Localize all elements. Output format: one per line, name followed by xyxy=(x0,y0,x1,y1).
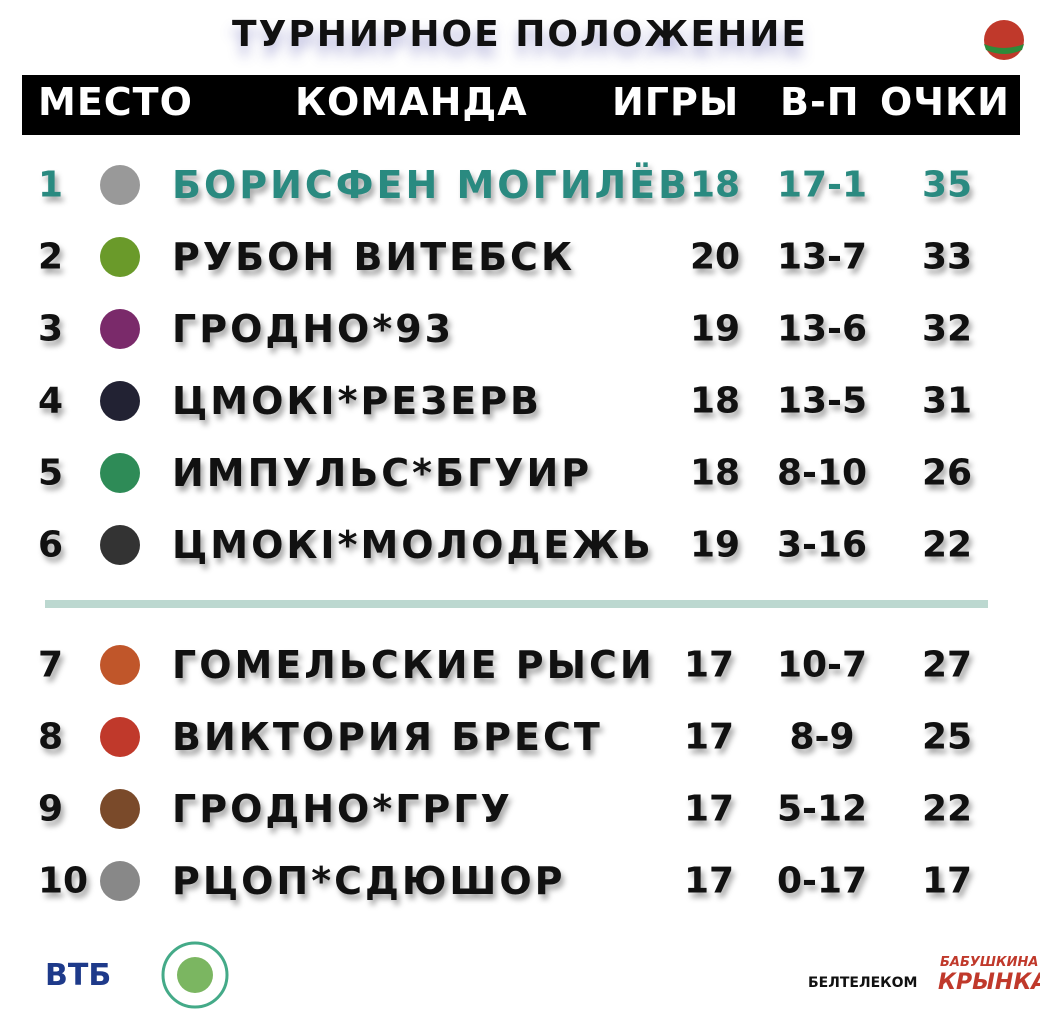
ball-icon xyxy=(984,20,1024,60)
place: 8 xyxy=(38,716,64,758)
sponsor: КРЫНКА xyxy=(938,970,1040,995)
team-name: РЦОП*СДЮШОР xyxy=(172,859,566,903)
place: 2 xyxy=(38,236,64,278)
sponsor: БАБУШКИНА xyxy=(940,955,1039,970)
wins-losses: 8-9 xyxy=(789,716,855,758)
header-bar xyxy=(22,75,1020,135)
points: 22 xyxy=(922,788,973,830)
games: 18 xyxy=(690,164,741,206)
team-logo xyxy=(100,309,140,349)
games: 20 xyxy=(690,236,741,278)
points: 22 xyxy=(922,524,973,566)
points: 35 xyxy=(922,164,973,206)
points: 25 xyxy=(922,716,973,758)
team-name: ЦМОКІ*РЕЗЕРВ xyxy=(172,379,543,423)
points: 27 xyxy=(922,644,973,686)
team-logo xyxy=(100,525,140,565)
games: 17 xyxy=(684,716,735,758)
team-name: ГОМЕЛЬСКИЕ РЫСИ xyxy=(172,643,655,687)
points: 33 xyxy=(922,236,973,278)
games: 17 xyxy=(684,860,735,902)
sponsor: ВТБ xyxy=(45,958,112,993)
team-logo xyxy=(100,381,140,421)
wins-losses: 13-5 xyxy=(776,380,868,422)
points: 17 xyxy=(922,860,973,902)
team-name: ГРОДНО*ГРГУ xyxy=(172,787,513,831)
header-cell: КОМАНДА xyxy=(295,80,528,124)
separator xyxy=(45,600,988,608)
sponsor-logo xyxy=(161,941,229,1009)
games: 19 xyxy=(690,308,741,350)
team-name: РУБОН ВИТЕБСК xyxy=(172,235,576,279)
team-logo xyxy=(100,861,140,901)
wins-losses: 5-12 xyxy=(776,788,868,830)
games: 18 xyxy=(690,452,741,494)
games: 17 xyxy=(684,788,735,830)
wins-losses: 13-6 xyxy=(776,308,868,350)
wins-losses: 13-7 xyxy=(776,236,868,278)
place: 6 xyxy=(38,524,64,566)
wins-losses: 3-16 xyxy=(776,524,868,566)
points: 26 xyxy=(922,452,973,494)
team-logo xyxy=(100,237,140,277)
header-cell: ОЧКИ xyxy=(880,80,1010,124)
points: 31 xyxy=(922,380,973,422)
title: ТУРНИРНОЕ ПОЛОЖЕНИЕ xyxy=(232,14,808,55)
wins-losses: 0-17 xyxy=(776,860,868,902)
team-logo xyxy=(100,717,140,757)
points: 32 xyxy=(922,308,973,350)
place: 10 xyxy=(38,860,89,902)
team-logo xyxy=(100,789,140,829)
place: 7 xyxy=(38,644,64,686)
team-name: ГРОДНО*93 xyxy=(172,307,455,351)
place: 4 xyxy=(38,380,64,422)
games: 19 xyxy=(690,524,741,566)
wins-losses: 10-7 xyxy=(776,644,868,686)
place: 3 xyxy=(38,308,64,350)
place: 5 xyxy=(38,452,64,494)
header-cell: МЕСТО xyxy=(38,80,193,124)
team-logo xyxy=(100,453,140,493)
sponsor: БЕЛТЕЛЕКОМ xyxy=(808,975,918,991)
header-cell: В-П xyxy=(780,80,860,124)
place: 9 xyxy=(38,788,64,830)
team-name: ВИКТОРИЯ БРЕСТ xyxy=(172,715,603,759)
games: 17 xyxy=(684,644,735,686)
wins-losses: 17-1 xyxy=(776,164,868,206)
team-logo xyxy=(100,165,140,205)
team-name: ИМПУЛЬС*БГУИР xyxy=(172,451,593,495)
place: 1 xyxy=(38,164,64,206)
team-logo xyxy=(100,645,140,685)
games: 18 xyxy=(690,380,741,422)
wins-losses: 8-10 xyxy=(776,452,868,494)
team-name: БОРИСФЕН МОГИЛЁВ xyxy=(172,163,691,207)
header-cell: ИГРЫ xyxy=(612,80,740,124)
team-name: ЦМОКІ*МОЛОДЕЖЬ xyxy=(172,523,654,567)
